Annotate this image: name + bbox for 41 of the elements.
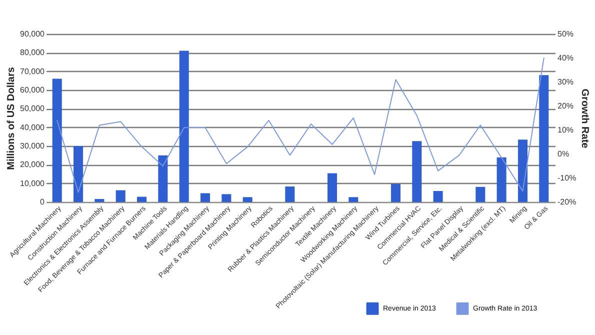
y-axis-title: Millions of US Dollars bbox=[6, 66, 18, 170]
bar bbox=[285, 186, 295, 202]
y2-tick-label: -20% bbox=[558, 198, 576, 206]
bar bbox=[52, 78, 62, 202]
bar bbox=[179, 50, 189, 202]
y-tick-label: 80,000 bbox=[20, 48, 46, 58]
y2-tick-label: 10% bbox=[558, 126, 574, 134]
y-tick-label: 0 bbox=[40, 198, 46, 206]
y-tick-label: 10,000 bbox=[20, 178, 46, 188]
bar bbox=[158, 155, 168, 202]
bar bbox=[327, 173, 338, 202]
y2-tick-label: 30% bbox=[558, 78, 574, 86]
line-series bbox=[56, 58, 544, 193]
bar bbox=[496, 157, 506, 202]
bar bbox=[222, 194, 232, 202]
y2-tick-label: -10% bbox=[558, 174, 576, 182]
bar bbox=[433, 190, 443, 202]
bar bbox=[242, 197, 252, 202]
y2-axis-title: Growth Rate bbox=[579, 88, 590, 149]
y-tick-label: 90,000 bbox=[20, 30, 46, 38]
bar bbox=[539, 75, 549, 202]
y-tick-label: 30,000 bbox=[20, 142, 46, 150]
bar bbox=[476, 186, 486, 202]
y-tick-label: 40,000 bbox=[20, 122, 46, 132]
y-tick-label: 20,000 bbox=[20, 160, 46, 170]
y2-tick-label: 20% bbox=[558, 102, 574, 110]
y2-tick-label: 0% bbox=[558, 150, 570, 158]
bar bbox=[390, 184, 400, 202]
bar bbox=[94, 199, 104, 202]
y-tick-label: 50,000 bbox=[20, 104, 46, 114]
bar bbox=[137, 196, 147, 202]
bar bbox=[412, 141, 422, 202]
y2-tick-label: 40% bbox=[558, 54, 574, 62]
y2-tick-label: 50% bbox=[558, 30, 574, 38]
bar bbox=[518, 140, 528, 202]
bar bbox=[116, 190, 126, 202]
bar bbox=[348, 197, 358, 202]
y-tick-label: 60,000 bbox=[20, 86, 46, 94]
y-tick-label: 70,000 bbox=[20, 66, 46, 76]
bar bbox=[74, 146, 84, 202]
bar bbox=[200, 193, 210, 202]
